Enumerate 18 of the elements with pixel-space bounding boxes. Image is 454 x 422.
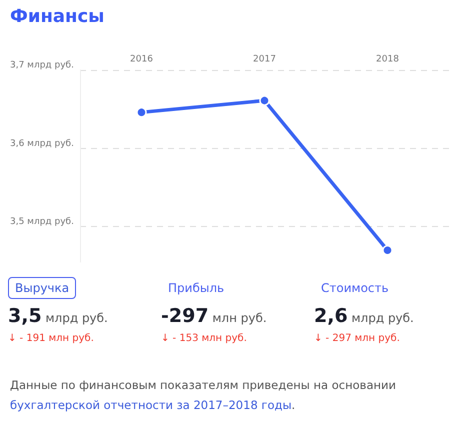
text: -297 млн руб. (161, 305, 267, 327)
text: 2,6 млрд руб. (314, 305, 414, 327)
text: . (292, 398, 296, 412)
text: Стоимость (320, 280, 390, 297)
text: Выручка (8, 277, 76, 299)
y-tick-label: 3,7 млрд руб. (10, 60, 74, 70)
x-tick-label: 2017 (253, 54, 276, 64)
text: бухгалтерской отчетности за 2017–2018 годы (10, 398, 292, 412)
text: Данные по финансовым показателям приведены на основании (10, 378, 396, 392)
text: ↓ - 297 млн руб. (314, 333, 401, 344)
text: ↓ - 191 млн руб. (8, 333, 95, 344)
y-tick-label: 3,6 млрд руб. (10, 138, 74, 149)
x-tick-label: 2018 (376, 54, 400, 64)
chart-title: Финансы (10, 6, 104, 27)
x-tick-label: 2016 (130, 54, 154, 64)
text: ↓ - 153 млн руб. (161, 333, 248, 344)
text: Прибыль (167, 280, 226, 297)
y-tick-label: 3,5 млрд руб. (10, 217, 74, 228)
